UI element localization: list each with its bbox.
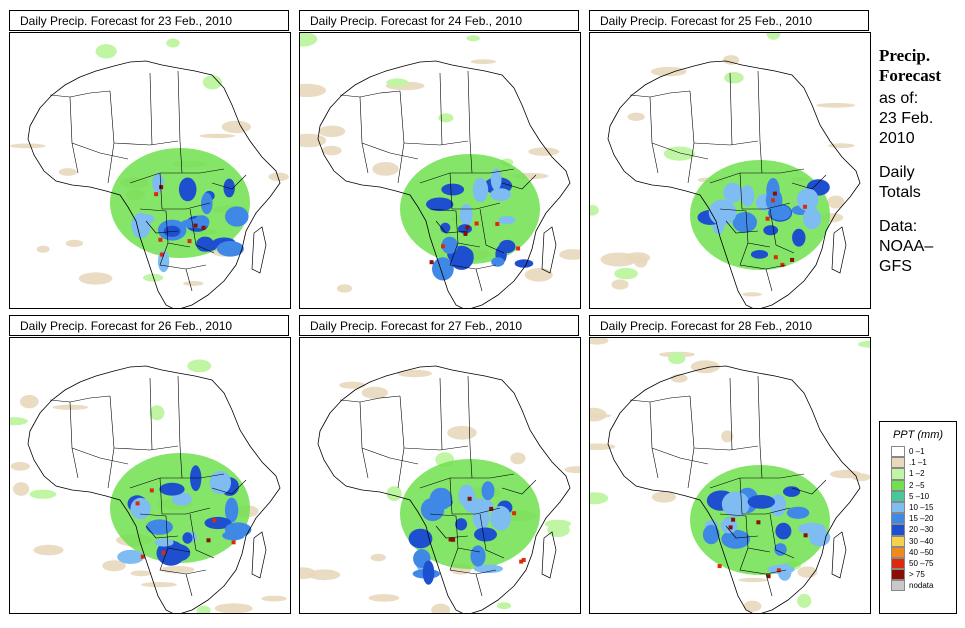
data-label: Data: <box>879 218 918 235</box>
legend-swatch <box>891 468 905 480</box>
legend-swatch <box>891 535 905 547</box>
legend-row: 20 –30 <box>880 524 956 536</box>
legend-label: 15 –20 <box>909 514 934 524</box>
panel-title: Daily Precip. Forecast for 27 Feb., 2010 <box>299 315 579 336</box>
legend-label: 5 –10 <box>909 491 930 501</box>
legend-swatch <box>891 457 905 469</box>
legend-swatch <box>891 513 905 525</box>
legend-row: .1 –1 <box>880 457 956 469</box>
panel-title: Daily Precip. Forecast for 23 Feb., 2010 <box>9 10 289 31</box>
legend-label: 0 –1 <box>909 447 925 456</box>
daily-label: Daily <box>879 164 915 181</box>
legend-label: > 75 <box>909 570 925 580</box>
asof-date: 23 Feb. <box>879 110 934 127</box>
legend-label: 40 –50 <box>909 547 934 557</box>
legend-swatch <box>891 569 905 581</box>
legend-swatch <box>891 557 905 570</box>
legend-swatch <box>891 501 905 514</box>
legend-row: 50 –75 <box>880 557 956 570</box>
legend-swatch <box>891 524 905 536</box>
data-source-2: GFS <box>879 258 912 275</box>
legend-label: 20 –30 <box>909 525 934 535</box>
side-annotation: Precip. Forecast as of: 23 Feb. 2010 Dai… <box>879 46 965 277</box>
legend-swatch <box>891 546 905 558</box>
panel-title: Daily Precip. Forecast for 28 Feb., 2010 <box>589 315 869 336</box>
legend-label: nodata <box>909 581 934 591</box>
legend-row: 30 –40 <box>880 535 956 547</box>
legend-swatch <box>891 446 905 458</box>
legend-row: 10 –15 <box>880 501 956 514</box>
heading-precip: Precip. <box>879 46 931 65</box>
panel-title: Daily Precip. Forecast for 26 Feb., 2010 <box>9 315 289 336</box>
heading-forecast: Forecast <box>879 66 941 85</box>
ppt-legend: PPT (mm) 0 –1 .1 –1 1 –2 2 –5 5 –10 10 –15 15 … <box>879 421 957 614</box>
legend-label: 2 –5 <box>909 480 925 490</box>
precip-map <box>589 337 871 614</box>
forecast-panel-26feb: Daily Precip. Forecast for 26 Feb., 2010 <box>9 315 291 616</box>
legend-swatch <box>891 479 905 491</box>
legend-label: 50 –75 <box>909 558 934 568</box>
legend-row: 1 –2 <box>880 468 956 480</box>
precip-map <box>9 32 291 309</box>
precip-map <box>589 32 871 309</box>
legend-label: 30 –40 <box>909 536 934 546</box>
precip-map <box>299 32 581 309</box>
legend-swatch <box>891 580 905 592</box>
legend-row: 15 –20 <box>880 513 956 525</box>
asof-year: 2010 <box>879 130 915 147</box>
panel-title: Daily Precip. Forecast for 24 Feb., 2010 <box>299 10 579 31</box>
forecast-panel-27feb: Daily Precip. Forecast for 27 Feb., 2010 <box>299 315 581 616</box>
forecast-panel-23feb: Daily Precip. Forecast for 23 Feb., 2010 <box>9 10 291 311</box>
legend-row: > 75 <box>880 569 956 581</box>
panel-title: Daily Precip. Forecast for 25 Feb., 2010 <box>589 10 869 31</box>
legend-row: 40 –50 <box>880 546 956 558</box>
legend-row: 2 –5 <box>880 479 956 491</box>
legend-swatch <box>891 490 905 502</box>
precip-map <box>9 337 291 614</box>
forecast-panel-28feb: Daily Precip. Forecast for 28 Feb., 2010 <box>589 315 871 616</box>
legend-title: PPT (mm) <box>892 429 944 441</box>
legend-row: 5 –10 <box>880 490 956 502</box>
forecast-panel-25feb: Daily Precip. Forecast for 25 Feb., 2010 <box>589 10 871 311</box>
forecast-panel-24feb: Daily Precip. Forecast for 24 Feb., 2010 <box>299 10 581 311</box>
data-source-1: NOAA– <box>879 238 934 255</box>
legend-label: .1 –1 <box>909 458 927 468</box>
precip-map <box>299 337 581 614</box>
legend-row: nodata <box>880 580 956 592</box>
legend-row: 0 –1 <box>880 446 956 458</box>
legend-label: 1 –2 <box>909 469 925 479</box>
legend-label: 10 –15 <box>909 502 934 512</box>
totals-label: Totals <box>879 184 921 201</box>
asof-label: as of: <box>879 90 919 107</box>
